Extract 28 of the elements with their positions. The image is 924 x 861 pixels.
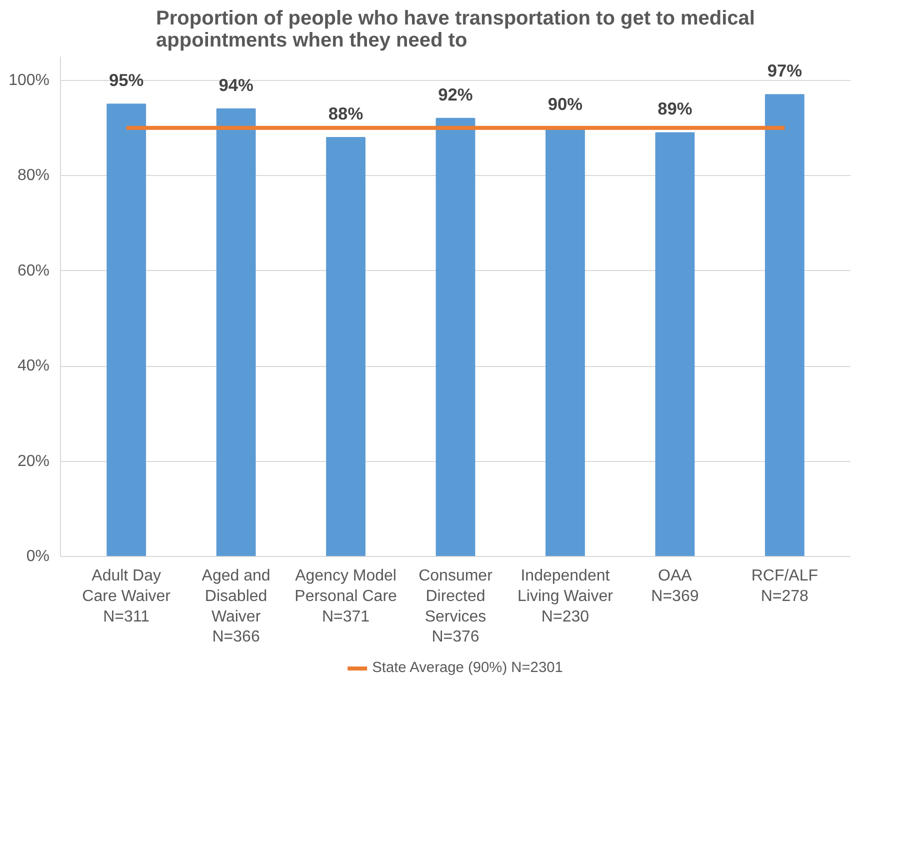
y-tick-label: 60% — [17, 262, 50, 280]
bar — [764, 94, 804, 556]
bar — [655, 132, 695, 556]
y-tick-label: 100% — [8, 72, 50, 89]
chart-title: Proportion of people who have transportation to get to medical appointments when they need to — [156, 8, 755, 52]
bar — [216, 108, 256, 556]
data-label: 92% — [438, 84, 473, 104]
x-tick-label: Adult Day Care Waiver N=311 — [82, 568, 172, 626]
data-label: 97% — [767, 60, 802, 81]
x-tick-label: RCF/ALF N=278 — [751, 568, 818, 605]
data-label: 95% — [108, 70, 144, 90]
data-label: 88% — [328, 103, 364, 124]
x-tick-label: Consumer Directed Services N=376 — [418, 568, 494, 646]
x-tick-label: Aged and Disabled Waiver N=366 — [202, 568, 270, 646]
x-tick-label: Independent Living Waiver N=230 — [518, 568, 614, 626]
x-tick-label: OAA N=369 — [651, 568, 699, 605]
y-tick-label: 80% — [17, 167, 50, 184]
legend-label: State Average (90%) N=2301 — [372, 660, 563, 676]
y-tick-label: 20% — [17, 452, 50, 470]
bar — [326, 136, 366, 556]
bar — [436, 118, 476, 556]
data-label: 89% — [658, 98, 692, 119]
x-tick-label: Agency Model Personal Care N=371 — [294, 568, 398, 626]
y-tick-label: 40% — [17, 358, 50, 375]
data-label: 94% — [218, 74, 254, 95]
y-tick-label: 0% — [26, 548, 50, 565]
bar — [106, 104, 146, 556]
data-label: 90% — [548, 94, 583, 114]
